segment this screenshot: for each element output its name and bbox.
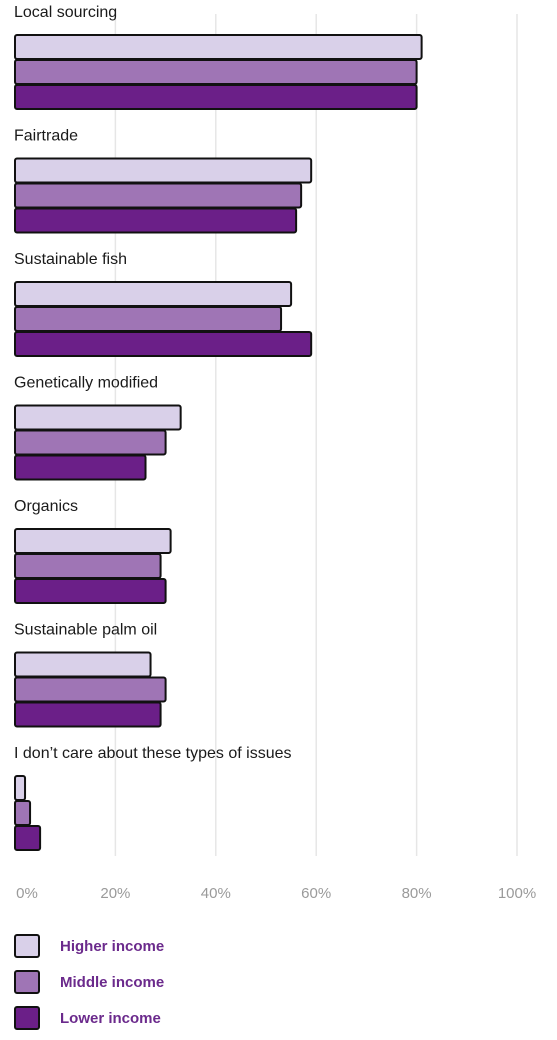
- bar-sustainable-fish-higher-income: [14, 281, 293, 307]
- x-tick-label-0: 0%: [16, 885, 38, 902]
- category-label-organics: Organics: [14, 498, 78, 515]
- legend-item-middle-income: Middle income: [14, 968, 164, 996]
- bar-sustainable-fish-middle-income: [14, 306, 283, 332]
- bar-chart: Local sourcing Fairtrade Sustainable fish G…: [14, 4, 536, 902]
- bar-sustainable-palm-oil-higher-income: [14, 651, 152, 678]
- legend: Higher income Middle income Lower income: [14, 932, 164, 1040]
- legend-swatch-middle-income: [14, 970, 40, 994]
- x-tick-label-80: 80%: [402, 885, 432, 902]
- legend-item-higher-income: Higher income: [14, 932, 164, 960]
- legend-label-lower-income: Lower income: [60, 1009, 161, 1027]
- category-label-genetically-modified: Genetically modified: [14, 375, 158, 392]
- category-label-fairtrade: Fairtrade: [14, 128, 78, 145]
- x-axis-tick-labels: 0% 20% 40% 60% 80% 100%: [16, 885, 536, 902]
- bar-organics-higher-income: [14, 528, 172, 554]
- bar-organics-middle-income: [14, 553, 162, 579]
- category-label-i-don-t-care-about-these-types-of-issues: I don’t care about these types of issues: [14, 745, 292, 762]
- bar-i-don-t-care-about-these-types-of-issues-middle-income: [14, 800, 32, 826]
- bar-organics-lower-income: [14, 578, 167, 604]
- bar-fairtrade-higher-income: [14, 157, 313, 184]
- bar-sustainable-fish-lower-income: [14, 331, 313, 357]
- gridlines: [114, 14, 518, 856]
- legend-item-lower-income: Lower income: [14, 1004, 164, 1032]
- bar-i-don-t-care-about-these-types-of-issues-lower-income: [14, 825, 42, 851]
- bar-sustainable-palm-oil-middle-income: [14, 676, 167, 703]
- category-label-local-sourcing: Local sourcing: [14, 4, 117, 21]
- bar-genetically-modified-middle-income: [14, 429, 167, 456]
- category-labels: Local sourcing Fairtrade Sustainable fish G…: [14, 4, 292, 762]
- x-tick-label-20: 20%: [100, 885, 130, 902]
- category-label-sustainable-palm-oil: Sustainable palm oil: [14, 622, 157, 639]
- bar-local-sourcing-lower-income: [14, 84, 418, 110]
- legend-label-higher-income: Higher income: [60, 937, 165, 955]
- bar-fairtrade-lower-income: [14, 207, 298, 234]
- bar-fairtrade-middle-income: [14, 182, 303, 209]
- x-tick-label-60: 60%: [301, 885, 331, 902]
- legend-swatch-higher-income: [14, 934, 40, 958]
- bar-local-sourcing-higher-income: [14, 34, 423, 60]
- category-label-sustainable-fish: Sustainable fish: [14, 251, 127, 268]
- legend-swatch-lower-income: [14, 1006, 40, 1030]
- bar-genetically-modified-higher-income: [14, 404, 182, 431]
- legend-label-middle-income: Middle income: [60, 973, 165, 991]
- x-tick-label-40: 40%: [201, 885, 231, 902]
- bar-i-don-t-care-about-these-types-of-issues-higher-income: [14, 775, 27, 801]
- bars: [14, 34, 423, 851]
- bar-sustainable-palm-oil-lower-income: [14, 701, 162, 728]
- bar-local-sourcing-middle-income: [14, 59, 418, 85]
- bar-genetically-modified-lower-income: [14, 454, 147, 481]
- x-tick-label-100: 100%: [498, 885, 536, 902]
